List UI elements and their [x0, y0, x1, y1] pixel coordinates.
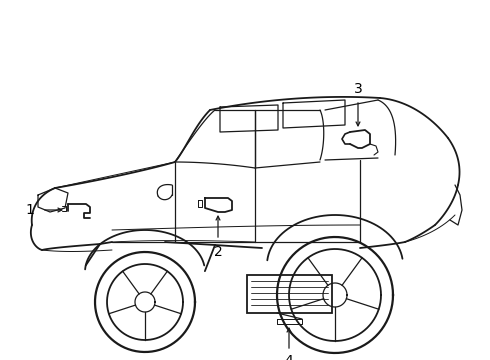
Text: 3: 3 [354, 82, 363, 96]
Text: 4: 4 [285, 354, 294, 360]
Bar [247, 275, 332, 313]
Text: 2: 2 [214, 245, 222, 259]
Text: 1: 1 [25, 203, 34, 217]
